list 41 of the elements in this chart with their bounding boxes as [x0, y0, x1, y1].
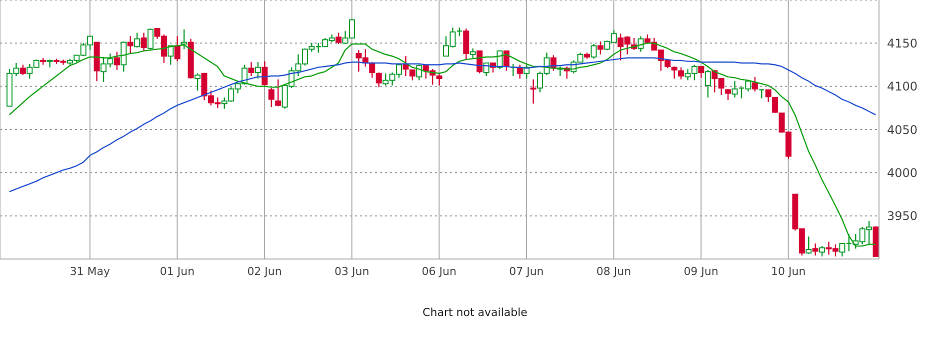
- x-tick-label: 03 Jun: [334, 264, 370, 278]
- text: Chart not available: [422, 306, 528, 319]
- x-tick-label: 09 Jun: [684, 264, 718, 278]
- candlestick: [376, 72, 382, 88]
- candlestick: [194, 72, 201, 92]
- candlestick: [188, 38, 194, 80]
- y-tick-label: 3950: [887, 209, 918, 224]
- candlestick: [114, 51, 120, 71]
- candlestick: [698, 66, 704, 78]
- candlestick: [174, 36, 180, 62]
- candlestick: [268, 87, 274, 108]
- candlestick: [671, 66, 678, 80]
- candlestick: [704, 69, 711, 98]
- candlestick: [402, 56, 409, 77]
- candlestick: [597, 40, 604, 55]
- candlestick: [806, 236, 812, 254]
- candlestick: [765, 89, 772, 102]
- x-tick-label: 08 Jun: [596, 264, 632, 278]
- x-tick-label: 02 Jun: [247, 264, 282, 278]
- y-tick-label: 4150: [887, 36, 918, 50]
- candlestick: [46, 58, 53, 68]
- x-tick-label: 10 Jun: [771, 264, 806, 278]
- y-tick-label: 4100: [887, 80, 918, 94]
- x-tick-label: 01 Jun: [160, 264, 195, 278]
- x-tick-label: 07 Jun: [509, 264, 544, 278]
- candlestick: [181, 28, 188, 50]
- candlestick: [140, 32, 147, 52]
- candlestick: [120, 40, 127, 72]
- candlestick: [732, 80, 738, 98]
- x-tick-label: 06 Jun: [422, 264, 457, 278]
- candlestick: [275, 78, 282, 107]
- y-tick-label: 4000: [887, 166, 918, 180]
- candlestick: [248, 62, 254, 77]
- x-tick-label: 31 May: [70, 264, 111, 278]
- y-tick-label: 4050: [887, 122, 918, 137]
- candlestick: [262, 60, 268, 86]
- candlestick: [254, 62, 261, 80]
- candlestick: [127, 36, 134, 54]
- candlestick: [530, 78, 536, 104]
- candlestick: [812, 242, 818, 256]
- candlestick: [436, 74, 442, 86]
